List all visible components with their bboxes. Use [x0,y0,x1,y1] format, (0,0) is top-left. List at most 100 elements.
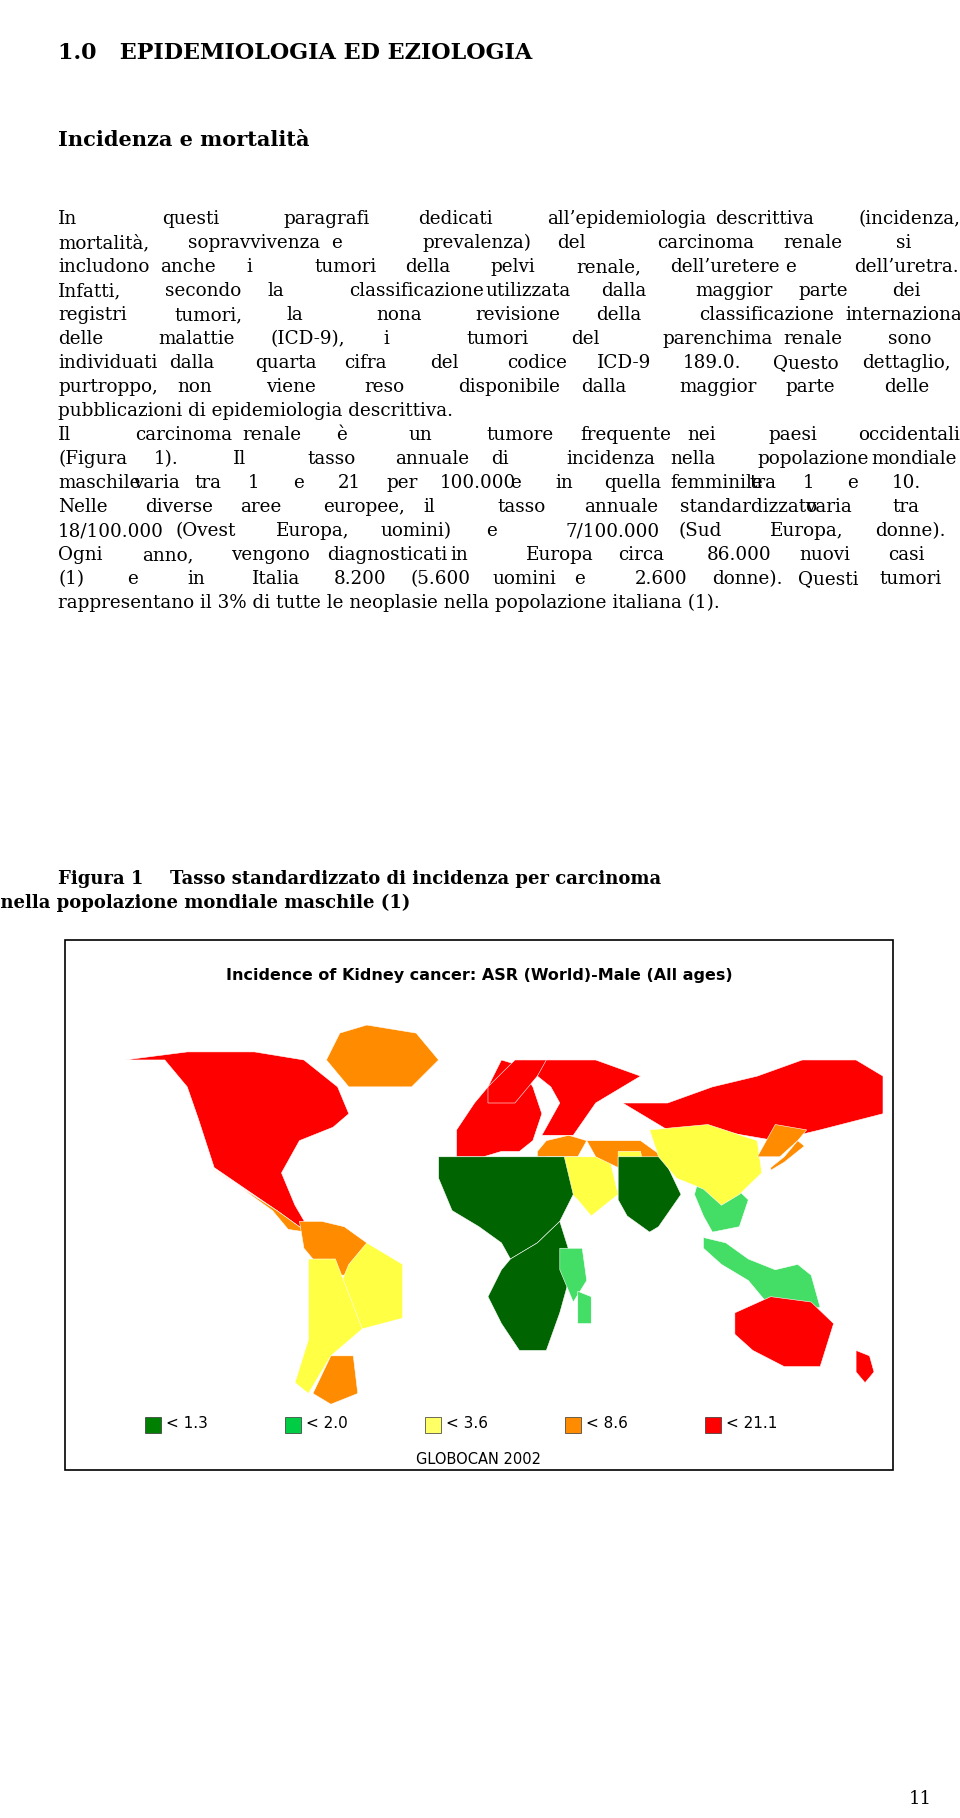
Text: maggior: maggior [695,282,773,300]
Polygon shape [300,1222,380,1274]
Text: paesi: paesi [768,425,817,444]
Text: del: del [430,355,459,373]
Text: secondo: secondo [165,282,241,300]
Text: (1): (1) [58,571,84,587]
Text: Tasso standardizzato di incidenza per carcinoma: Tasso standardizzato di incidenza per ca… [170,871,661,887]
Text: (Ovest: (Ovest [176,522,236,540]
Polygon shape [618,1151,645,1194]
Text: Il: Il [58,425,71,444]
Text: < 8.6: < 8.6 [586,1416,628,1431]
Polygon shape [704,1238,820,1313]
Polygon shape [538,1134,587,1156]
Text: mortalità,: mortalità, [58,235,149,253]
Text: includono: includono [58,258,150,276]
Text: per: per [387,474,418,493]
Text: è: è [336,425,347,444]
Bar [425,1416,441,1433]
Text: e: e [331,235,342,253]
Text: vengono: vengono [230,545,309,564]
Text: Europa: Europa [526,545,593,564]
Text: viene: viene [267,378,317,396]
Text: disponibile: disponibile [458,378,560,396]
Text: 10.: 10. [892,474,922,493]
Text: si: si [897,235,912,253]
Text: la: la [286,305,302,324]
Text: varia: varia [132,474,180,493]
Text: 8.200: 8.200 [333,571,386,587]
Text: nuovi: nuovi [800,545,851,564]
Text: parenchima: parenchima [662,331,773,347]
Text: incidenza: incidenza [566,451,655,467]
Text: maggior: maggior [680,378,756,396]
Text: malattie: malattie [158,331,234,347]
Text: anche: anche [160,258,216,276]
Text: 1: 1 [248,474,259,493]
Text: (incidenza,: (incidenza, [858,211,960,227]
Text: rappresentano il 3% di tutte le neoplasie nella popolazione italiana (1).: rappresentano il 3% di tutte le neoplasi… [58,594,720,613]
Text: carcinoma: carcinoma [658,235,755,253]
Text: delle: delle [884,378,929,396]
Bar [565,1416,581,1433]
Polygon shape [295,1260,362,1393]
Polygon shape [439,1156,573,1260]
Text: (Sud: (Sud [679,522,722,540]
Bar [145,1416,161,1433]
Text: tumori,: tumori, [174,305,242,324]
Text: diagnosticati: diagnosticati [327,545,447,564]
Text: mondiale: mondiale [871,451,956,467]
Text: e: e [511,474,521,493]
Text: (ICD-9),: (ICD-9), [271,331,346,347]
Polygon shape [587,1140,663,1178]
Polygon shape [488,1222,573,1351]
Polygon shape [578,1291,591,1324]
Text: femminile: femminile [670,474,763,493]
Text: Figura 1: Figura 1 [58,871,143,887]
Text: paragrafi: paragrafi [283,211,370,227]
Text: e: e [293,474,303,493]
Text: dedicati: dedicati [418,211,492,227]
Text: tra: tra [892,498,920,516]
Text: reso: reso [365,378,404,396]
Polygon shape [546,1156,618,1216]
Text: del: del [557,235,586,253]
Bar [705,1416,721,1433]
Text: renale nella popolazione mondiale maschile (1): renale nella popolazione mondiale maschi… [0,894,410,913]
Polygon shape [538,1060,640,1134]
Text: < 2.0: < 2.0 [306,1416,348,1431]
Text: 1: 1 [803,474,814,493]
Polygon shape [734,1296,833,1367]
Text: revisione: revisione [476,305,561,324]
Text: di: di [492,451,509,467]
Text: pelvi: pelvi [491,258,535,276]
Text: tumore: tumore [486,425,553,444]
Text: donne).: donne). [712,571,782,587]
Text: 21: 21 [338,474,361,493]
Text: Questo: Questo [773,355,838,373]
Text: classificazione: classificazione [349,282,484,300]
Polygon shape [618,1156,681,1233]
Text: internazionale: internazionale [846,305,960,324]
Text: individuati: individuati [58,355,157,373]
Text: aree: aree [241,498,282,516]
Text: sopravvivenza: sopravvivenza [188,235,321,253]
Text: carcinoma: carcinoma [135,425,232,444]
Text: europee,: europee, [324,498,405,516]
Text: In: In [58,211,77,227]
Text: Incidenza e mortalità: Incidenza e mortalità [58,131,309,151]
Text: codice: codice [507,355,567,373]
Text: dalla: dalla [582,378,627,396]
Text: uomini: uomini [492,571,557,587]
Text: Questi: Questi [798,571,858,587]
Text: descrittiva: descrittiva [715,211,814,227]
Text: < 1.3: < 1.3 [166,1416,208,1431]
Text: casi: casi [888,545,924,564]
Polygon shape [488,1060,551,1104]
Text: 11: 11 [909,1791,932,1807]
Text: dettaglio,: dettaglio, [862,355,951,373]
Polygon shape [313,1356,358,1403]
Text: dalla: dalla [169,355,214,373]
Text: renale: renale [783,235,843,253]
Text: e: e [127,571,137,587]
Text: < 3.6: < 3.6 [446,1416,488,1431]
Text: in: in [450,545,468,564]
